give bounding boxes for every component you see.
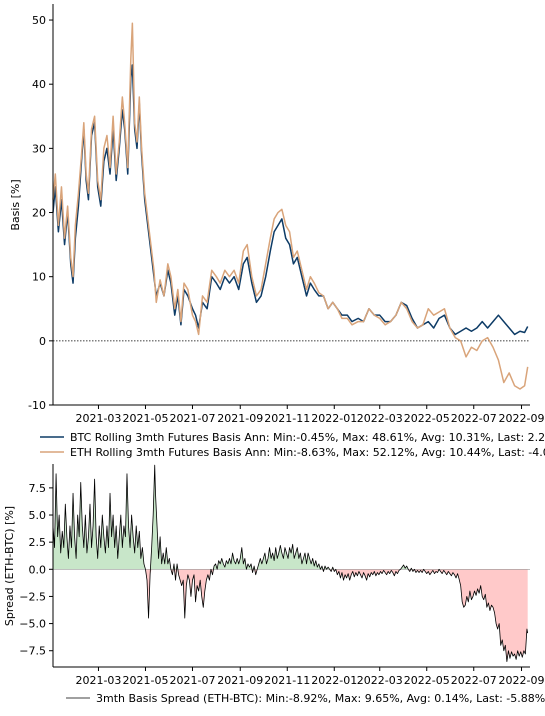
- x-tick-label: 2021-07: [169, 674, 215, 687]
- x-tick-label: 2022-03: [357, 412, 403, 425]
- x-tick-label: 2021-09: [217, 674, 263, 687]
- btc-legend-label: BTC Rolling 3mth Futures Basis Ann: Min:…: [70, 431, 545, 444]
- x-tick-label: 2021-05: [122, 412, 168, 425]
- x-tick-label: 2022-07: [451, 674, 497, 687]
- x-tick-label: 2022-05: [404, 412, 450, 425]
- y-tick-label: 7.5: [29, 482, 47, 495]
- y-tick-label: 40: [32, 78, 46, 91]
- y-tick-label: 30: [32, 142, 46, 155]
- x-tick-label: 2022-05: [404, 674, 450, 687]
- x-tick-label: 2022-01: [311, 412, 357, 425]
- spread-y-axis-label: Spread (ETH-BTC) [%]: [3, 506, 16, 626]
- y-tick-label: 10: [32, 271, 46, 284]
- x-tick-label: 2022-09: [499, 674, 545, 687]
- y-tick-label: 0: [39, 335, 46, 348]
- x-tick-label: 2021-03: [75, 674, 121, 687]
- x-tick-label: 2022-09: [499, 412, 545, 425]
- y-tick-label: 2.5: [29, 536, 47, 549]
- btc-basis-line: [52, 64, 529, 336]
- eth-legend-label: ETH Rolling 3mth Futures Basis Ann: Min:…: [70, 446, 545, 459]
- x-tick-label: 2021-09: [217, 412, 263, 425]
- x-tick-label: 2021-11: [264, 412, 310, 425]
- eth-basis-line: [52, 22, 529, 390]
- x-tick-label: 2022-07: [451, 412, 497, 425]
- x-tick-label: 2021-03: [75, 412, 121, 425]
- x-tick-label: 2021-07: [169, 412, 215, 425]
- y-tick-label: -10: [28, 399, 46, 412]
- spread-legend: 3mth Basis Spread (ETH-BTC): Min:-8.92%,…: [66, 692, 545, 705]
- y-tick-label: 50: [32, 14, 46, 27]
- y-tick-label: 0.0: [29, 563, 47, 576]
- y-tick-label: −5.0: [19, 618, 46, 631]
- y-tick-label: −7.5: [19, 645, 46, 658]
- y-tick-label: −2.5: [19, 590, 46, 603]
- x-tick-label: 2022-03: [357, 674, 403, 687]
- spread-line: [52, 464, 529, 662]
- spread-legend-label: 3mth Basis Spread (ETH-BTC): Min:-8.92%,…: [96, 692, 545, 705]
- x-tick-label: 2022-01: [311, 674, 357, 687]
- positive-spread-area: [53, 465, 528, 570]
- y-tick-label: 20: [32, 207, 46, 220]
- basis-legend: BTC Rolling 3mth Futures Basis Ann: Min:…: [40, 431, 545, 459]
- spread-panel: −7.5−5.0−2.50.02.55.07.5 2021-03 2021-05 2…: [3, 464, 545, 687]
- y-tick-label: 5.0: [29, 509, 47, 522]
- negative-spread-area: [53, 569, 528, 662]
- x-tick-label: 2021-11: [264, 674, 310, 687]
- x-tick-label: 2021-05: [122, 674, 168, 687]
- basis-y-axis-label: Basis [%]: [9, 179, 22, 230]
